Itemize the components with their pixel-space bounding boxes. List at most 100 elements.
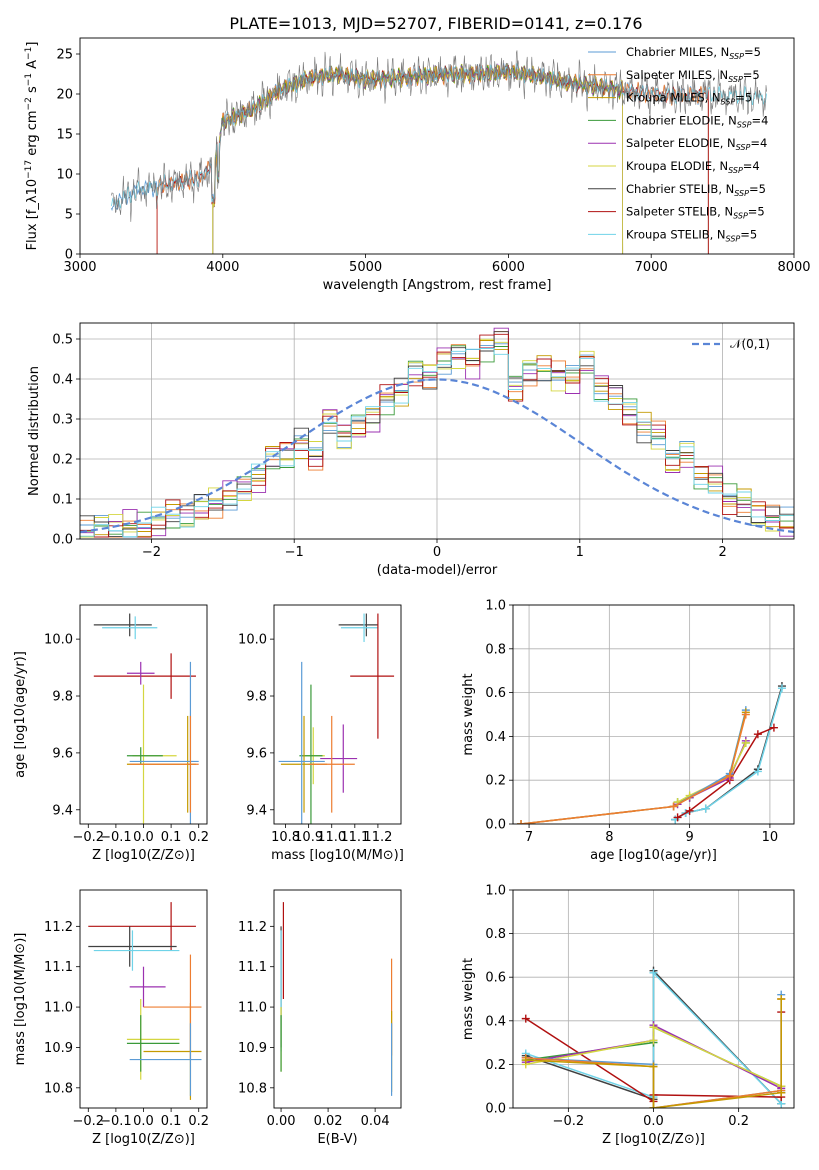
- panel-mass-weight-vs-Z: −0.2 0.0 0.2 0.0 0.2 0.4 0.6 0.8 1.0 Z [log10(Z/Z…: [461, 884, 795, 1147]
- y-tick-label: 11.0: [238, 1001, 267, 1016]
- series-marker: [685, 806, 694, 815]
- y-tick-label: 10: [56, 168, 73, 183]
- axes-frame: [512, 604, 795, 825]
- y-tick-label: 0.0: [52, 533, 73, 548]
- y-axis-label: mass [log10(M/M⊙)]: [13, 933, 28, 1066]
- y-tick-label: 1.0: [485, 884, 506, 899]
- plot-area-age-vs-mass: [278, 613, 395, 824]
- histogram-step: [80, 348, 794, 538]
- axes-frame: [79, 604, 208, 825]
- y-tick-label: 9.8: [246, 690, 267, 705]
- x-tick-label: 11.1: [340, 830, 369, 845]
- x-axis-label: wavelength [Angstrom, rest frame]: [323, 278, 552, 293]
- series-line: [520, 712, 747, 824]
- series-marker: [649, 1104, 658, 1108]
- series-marker: [777, 995, 786, 1003]
- x-tick-label: −0.1: [100, 830, 132, 845]
- legend-entry: Chabrier STELIB, NSSP=5: [626, 182, 766, 198]
- y-tick-label: 0.3: [52, 413, 73, 428]
- x-axis-label: Z [log10(Z/Z⊙)]: [92, 1132, 195, 1147]
- legend-entry: 𝒩(0,1): [730, 337, 770, 351]
- y-tick-label: 0.6: [485, 686, 506, 701]
- y-tick-label: 15: [56, 128, 73, 143]
- y-tick-label: 20: [56, 88, 73, 103]
- x-tick-label: 8: [605, 830, 613, 845]
- legend-entry: Salpeter MILES, NSSP=5: [626, 68, 760, 84]
- y-tick-label: 0.0: [485, 1102, 506, 1117]
- y-tick-label: 0.2: [485, 1058, 506, 1073]
- y-axis-label: mass weight: [461, 958, 476, 1040]
- plot-area-age-vs-Z: [93, 613, 199, 824]
- x-tick-label: 0.0: [133, 1114, 154, 1129]
- series-line: [520, 714, 747, 824]
- axes-frame: [79, 322, 795, 540]
- x-axis-label: Z [log10(Z/Z⊙)]: [92, 848, 195, 863]
- series-line: [677, 726, 775, 819]
- series-marker: [649, 1036, 658, 1045]
- y-tick-label: 0.4: [485, 730, 506, 745]
- y-tick-label: 10.8: [238, 1081, 267, 1096]
- x-axis-label: E(B-V): [317, 1132, 357, 1147]
- y-tick-label: 11.2: [44, 920, 73, 935]
- y-axis-label: Normed distribution: [27, 366, 42, 496]
- panel-mass-vs-Z: −0.2−0.1 0.0 0.1 0.2 10.8 10.9 11.0 11.1 11.2 Z […: [13, 889, 209, 1147]
- series-marker: [753, 767, 762, 776]
- x-tick-label: 10: [762, 830, 779, 845]
- x-axis-label: age [log10(age/yr)]: [590, 848, 717, 863]
- legend-entry: Salpeter ELODIE, NSSP=4: [626, 136, 767, 152]
- x-tick-label: 0.0: [643, 1114, 664, 1129]
- x-tick-label: −0.2: [553, 1114, 585, 1129]
- series-marker: [777, 1088, 786, 1097]
- x-tick-label: 0.02: [314, 1114, 343, 1129]
- series-marker: [701, 804, 710, 813]
- x-tick-label: 6000: [492, 260, 525, 275]
- series-marker: [649, 1062, 658, 1071]
- x-tick-label: 10.9: [294, 830, 323, 845]
- y-tick-label: 9.4: [52, 803, 73, 818]
- x-tick-label: 0.2: [188, 830, 209, 845]
- panel-mass-weight-vs-age: 7 8 9 10 0.0 0.2 0.4 0.6 0.8 1.0 age [log10(age/yr…: [461, 599, 795, 863]
- histogram-step: [80, 331, 794, 538]
- y-tick-label: 0.2: [485, 774, 506, 789]
- x-tick-label: 5000: [349, 260, 382, 275]
- y-tick-label: 1.0: [485, 599, 506, 614]
- figure-title: PLATE=1013, MJD=52707, FIBERID=0141, z=0…: [229, 14, 642, 33]
- x-tick-label: 0: [433, 545, 441, 560]
- x-tick-label: 1: [576, 545, 584, 560]
- series-marker: [517, 820, 526, 824]
- histogram-step: [80, 340, 794, 538]
- series-marker: [649, 968, 658, 977]
- y-tick-label: 9.8: [52, 690, 73, 705]
- panel-mass-vs-EBV: 0.00 0.02 0.04 10.8 10.9 11.0 11.1 11.2 E(B-V): [238, 889, 402, 1147]
- x-tick-label: 0.1: [161, 1114, 182, 1129]
- y-tick-label: 0.4: [52, 373, 73, 388]
- x-tick-label: 7000: [635, 260, 668, 275]
- x-tick-label: −0.1: [100, 1114, 132, 1129]
- legend-entry: Salpeter STELIB, NSSP=5: [626, 205, 765, 221]
- series-marker: [521, 1014, 530, 1023]
- legend-entry: Chabrier ELODIE, NSSP=4: [626, 113, 768, 129]
- x-tick-label: 0.2: [188, 1114, 209, 1129]
- y-axis-label: age [log10(age/yr)]: [13, 651, 28, 778]
- x-tick-label: 11.2: [363, 830, 392, 845]
- y-tick-label: 9.6: [246, 746, 267, 761]
- plot-area-spectrum: [111, 50, 767, 254]
- x-tick-label: 9: [685, 830, 693, 845]
- plot-area-mass-vs-EBV: [280, 902, 393, 1096]
- y-tick-label: 10.9: [44, 1041, 73, 1056]
- y-tick-label: 11.2: [238, 920, 267, 935]
- plot-area-mass-weight-vs-age: [517, 682, 786, 824]
- axes-frame: [79, 37, 795, 255]
- axes-frame: [273, 604, 402, 825]
- x-tick-label: 2: [718, 545, 726, 560]
- series-marker: [725, 771, 734, 780]
- series-marker: [521, 1056, 530, 1065]
- x-tick-label: −2: [142, 545, 161, 560]
- y-tick-label: 10.9: [238, 1041, 267, 1056]
- series-marker: [741, 738, 750, 747]
- x-tick-label: −0.2: [72, 1114, 104, 1129]
- y-tick-label: 0.4: [485, 1014, 506, 1029]
- y-tick-label: 25: [56, 48, 73, 63]
- y-tick-label: 10.0: [44, 633, 73, 648]
